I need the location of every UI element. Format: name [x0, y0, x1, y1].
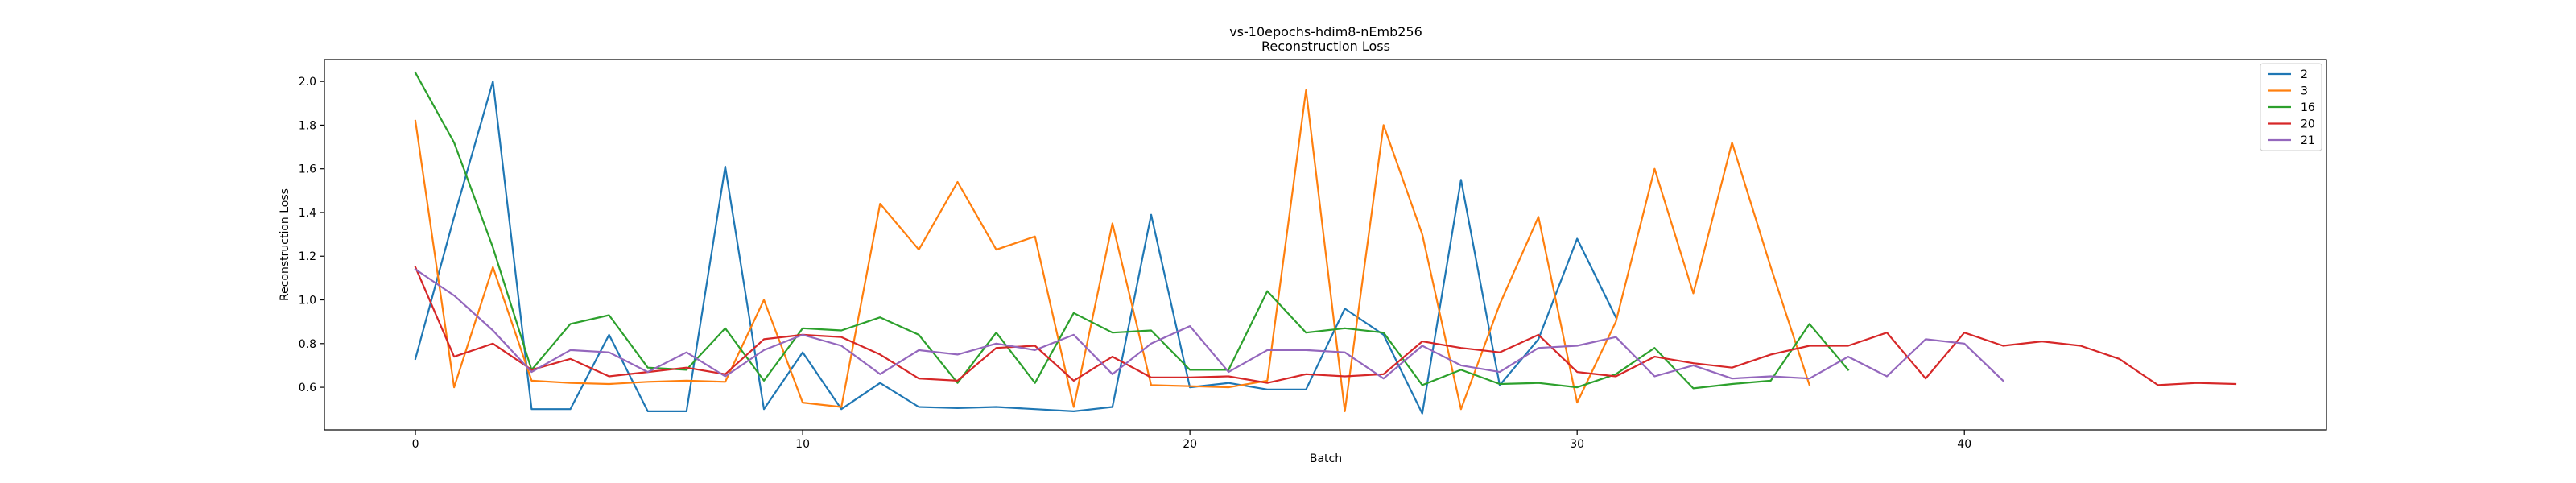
- legend-label-3: 3: [2301, 85, 2308, 98]
- y-tick-label: 2.0: [299, 76, 316, 89]
- y-tick-label: 0.6: [299, 382, 316, 394]
- x-tick-label: 10: [795, 438, 810, 451]
- chart-title: vs-10epochs-hdim8-nEmb256: [1229, 24, 1422, 39]
- series-line-2: [414, 80, 1617, 415]
- x-axis-label: Batch: [1310, 452, 1342, 465]
- y-tick-label: 0.8: [299, 338, 316, 351]
- y-tick-label: 1.0: [299, 295, 316, 308]
- x-tick-label: 20: [1183, 438, 1197, 451]
- y-axis-label: Reconstruction Loss: [279, 188, 291, 301]
- chart-subtitle: Reconstruction Loss: [1261, 39, 1390, 54]
- y-tick-label: 1.4: [299, 207, 316, 220]
- y-tick-label: 1.8: [299, 119, 316, 132]
- y-tick-label: 1.2: [299, 250, 316, 263]
- x-tick-label: 0: [412, 438, 419, 451]
- x-tick-label: 40: [1957, 438, 1971, 451]
- legend-label-20: 20: [2301, 118, 2315, 131]
- y-axis: 0.6 0.8 1.0 1.2 1.4 1.6 1.8 2.0: [299, 76, 324, 394]
- y-tick-label: 1.6: [299, 163, 316, 176]
- legend-label-16: 16: [2301, 101, 2315, 114]
- plot-area-frame: [324, 59, 2327, 431]
- legend: 2 3 16 20 21: [2260, 63, 2322, 151]
- series-layer: [414, 71, 2237, 415]
- series-line-3: [414, 89, 1811, 412]
- x-tick-label: 30: [1570, 438, 1584, 451]
- legend-entries: 2 3 16 20 21: [2268, 68, 2315, 147]
- series-line-21: [414, 267, 2004, 382]
- x-axis: 0 10 20 30 40: [412, 430, 1971, 451]
- legend-label-2: 2: [2301, 68, 2308, 81]
- legend-label-21: 21: [2301, 134, 2315, 147]
